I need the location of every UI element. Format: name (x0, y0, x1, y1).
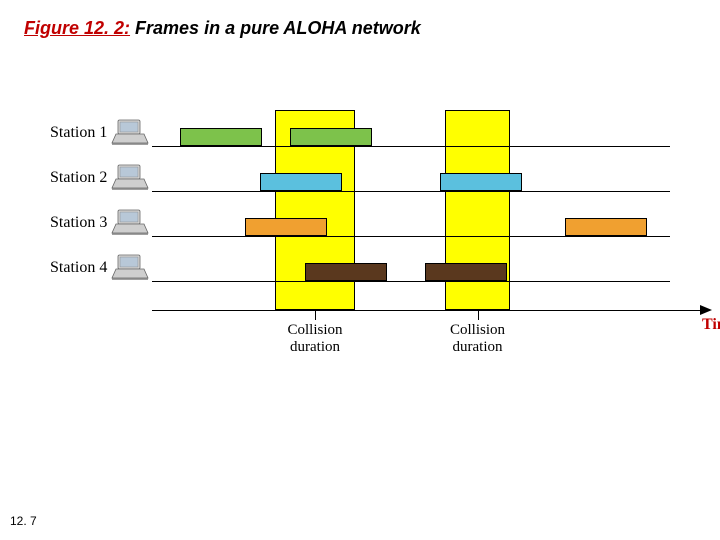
frame (245, 218, 327, 236)
aloha-diagram: Collisionduration Collisionduration Stati… (50, 120, 690, 380)
laptop-icon (110, 163, 150, 191)
frame (260, 173, 342, 191)
time-axis-label: Time (702, 316, 720, 334)
station-label: Station 3 (50, 214, 107, 232)
frame (305, 263, 387, 281)
station-timeline (152, 146, 670, 147)
laptop-icon (110, 118, 150, 146)
frame (440, 173, 522, 191)
frame (180, 128, 262, 146)
station-timeline (152, 236, 670, 237)
page-number: 12. 7 (10, 514, 37, 528)
axis-tick (315, 310, 316, 320)
frame (565, 218, 647, 236)
station-label: Station 4 (50, 259, 107, 277)
frame (425, 263, 507, 281)
collision-label: Collisionduration (438, 322, 518, 356)
figure-title: Figure 12. 2: Frames in a pure ALOHA net… (24, 18, 421, 39)
time-axis (152, 310, 702, 311)
figure-caption: Frames in a pure ALOHA network (130, 18, 421, 38)
station-label: Station 1 (50, 124, 107, 142)
axis-arrowhead-icon (700, 305, 712, 315)
station-timeline (152, 191, 670, 192)
figure-number: Figure 12. 2: (24, 18, 130, 38)
laptop-icon (110, 253, 150, 281)
station-timeline (152, 281, 670, 282)
collision-label: Collisionduration (275, 322, 355, 356)
station-label: Station 2 (50, 169, 107, 187)
axis-tick (478, 310, 479, 320)
frame (290, 128, 372, 146)
laptop-icon (110, 208, 150, 236)
